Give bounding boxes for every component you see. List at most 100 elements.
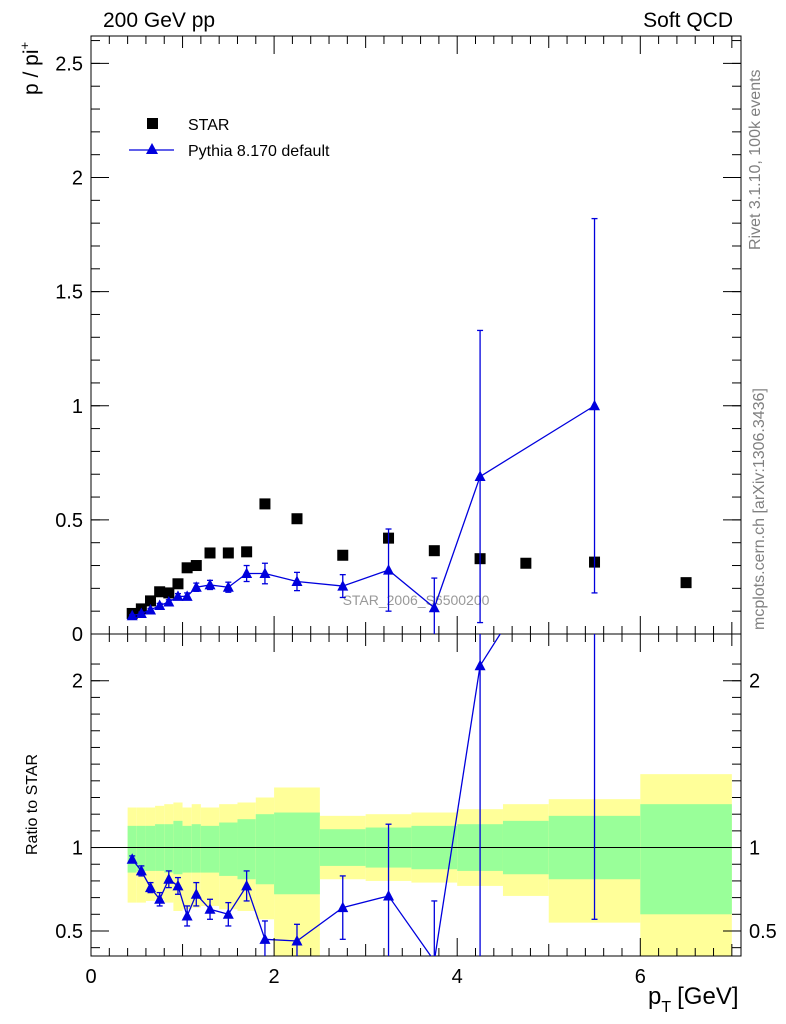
ratio-point-9 <box>222 908 234 919</box>
star-point-10 <box>241 546 253 558</box>
rivet-label: Rivet 3.1.10, 100k events <box>747 69 764 250</box>
xlabel-sub: T <box>661 999 671 1016</box>
main-ytick-label-1: 0.5 <box>55 510 83 532</box>
ratio-ytick-label-1: 1 <box>72 838 83 860</box>
star-point-17 <box>520 557 532 569</box>
ratio-point-0 <box>126 853 138 864</box>
ratio-point-8 <box>204 903 216 914</box>
ratio-point-12 <box>291 934 303 946</box>
pythia-point-10 <box>241 567 253 579</box>
band-inner-2 <box>145 825 156 871</box>
band-inner-11 <box>255 814 275 885</box>
band-inner-9 <box>219 822 238 876</box>
band-inner-7 <box>191 824 201 873</box>
watermark: STAR_2006_S6500200 <box>343 592 490 608</box>
ratio-point-4 <box>163 873 175 884</box>
source-label: mcplots.cern.ch [arXiv:1306.3436] <box>751 388 768 630</box>
header-left: 200 GeV pp <box>103 9 215 32</box>
star-point-13 <box>337 549 349 561</box>
ratio-ytick-label-right-1: 1 <box>749 838 760 860</box>
main-ytick-label-4: 2 <box>72 168 83 190</box>
band-inner-1 <box>136 825 146 871</box>
pythia-point-16 <box>474 470 486 482</box>
ratio-point-7 <box>190 888 202 899</box>
ratio-ytick-label-2: 2 <box>72 671 83 693</box>
main-ytick-label-5: 2.5 <box>55 53 83 75</box>
main-ylabel-sup: + <box>17 42 32 50</box>
band-inner-6 <box>182 825 192 873</box>
pythia-point-2 <box>145 604 157 615</box>
ratio-point-13 <box>337 901 349 913</box>
pythia-point-14 <box>383 564 395 575</box>
star-point-19 <box>680 577 692 589</box>
xlabel-text: p <box>648 983 661 1010</box>
star-point-2 <box>145 595 157 607</box>
star-point-9 <box>222 547 234 559</box>
legend-label-star: STAR <box>188 117 229 134</box>
pythia-point-7 <box>190 581 202 592</box>
pythia-point-6 <box>181 590 193 601</box>
star-point-8 <box>204 547 216 559</box>
star-point-12 <box>291 513 303 525</box>
ratio-point-16 <box>474 659 486 671</box>
main-ylabel: p / pi+ <box>17 42 43 95</box>
legend: STAR Pythia 8.170 default <box>129 117 330 160</box>
xlabel-unit: [GeV] <box>677 983 738 1010</box>
ratio-xtick-label-1: 2 <box>269 966 280 988</box>
ratio-xtick-label-0: 0 <box>85 966 96 988</box>
pythia-line <box>132 405 595 617</box>
band-inner-0 <box>127 825 137 873</box>
pythia-point-5 <box>172 590 184 601</box>
star-point-5 <box>172 578 184 590</box>
pythia-point-17 <box>589 399 601 411</box>
star-point-15 <box>428 545 440 557</box>
ratio-series <box>126 634 598 956</box>
main-ytick-label-0: 0 <box>72 624 83 646</box>
pythia-point-12 <box>291 575 303 587</box>
main-ytick-label-3: 1.5 <box>55 282 83 304</box>
ratio-point-1 <box>135 864 147 876</box>
pythia-point-15 <box>428 601 440 613</box>
band-inner-8 <box>200 825 220 873</box>
band-inner-10 <box>237 819 256 880</box>
ratio-ytick-label-right-2: 2 <box>749 671 760 693</box>
pythia-point-9 <box>222 581 234 592</box>
star-point-7 <box>190 560 202 572</box>
band-inner-19 <box>640 804 732 915</box>
pythia-point-1 <box>135 607 147 618</box>
star-point-11 <box>259 498 271 510</box>
band-inner-12 <box>274 812 320 895</box>
pythia-point-0 <box>126 609 138 621</box>
ratio-point-14 <box>383 889 395 901</box>
legend-marker-pythia <box>146 143 158 154</box>
star-point-6 <box>181 562 193 574</box>
ratio-ytick-label-0: 0.5 <box>55 921 83 943</box>
main-ylabel-text: p / pi <box>20 49 43 95</box>
pythia-point-13 <box>337 580 349 591</box>
svg-text:pT[GeV]: pT [GeV] <box>648 983 739 1016</box>
ratio-xtick-label-2: 4 <box>452 966 463 988</box>
ratio-ylabel: Ratio to STAR <box>24 754 41 855</box>
ratio-point-10 <box>241 879 253 891</box>
legend-marker-star <box>147 118 158 129</box>
ratio-point-6 <box>181 909 193 921</box>
ratio-frame <box>90 633 742 957</box>
header-right: Soft QCD <box>643 9 733 32</box>
pythia-point-11 <box>259 567 271 579</box>
ratio-point-5 <box>172 879 184 891</box>
pythia-point-4 <box>163 596 175 607</box>
ratio-point-15 <box>433 955 435 956</box>
band-inner-4 <box>164 824 174 873</box>
star-point-3 <box>154 586 166 598</box>
ratio-point-3 <box>154 893 166 904</box>
main-ytick-label-2: 1 <box>72 396 83 418</box>
legend-label-pythia: Pythia 8.170 default <box>188 143 330 160</box>
svg-text:p / pi+: p / pi+ <box>17 42 43 95</box>
ratio-point-11 <box>259 933 271 944</box>
ratio-ytick-label-right-0: 0.5 <box>749 921 777 943</box>
x-axis-title: pT [GeV] <box>648 983 739 1016</box>
ratio-point-2 <box>145 881 157 893</box>
ratio-xtick-label-3: 6 <box>635 966 646 988</box>
pythia-point-3 <box>154 599 166 610</box>
